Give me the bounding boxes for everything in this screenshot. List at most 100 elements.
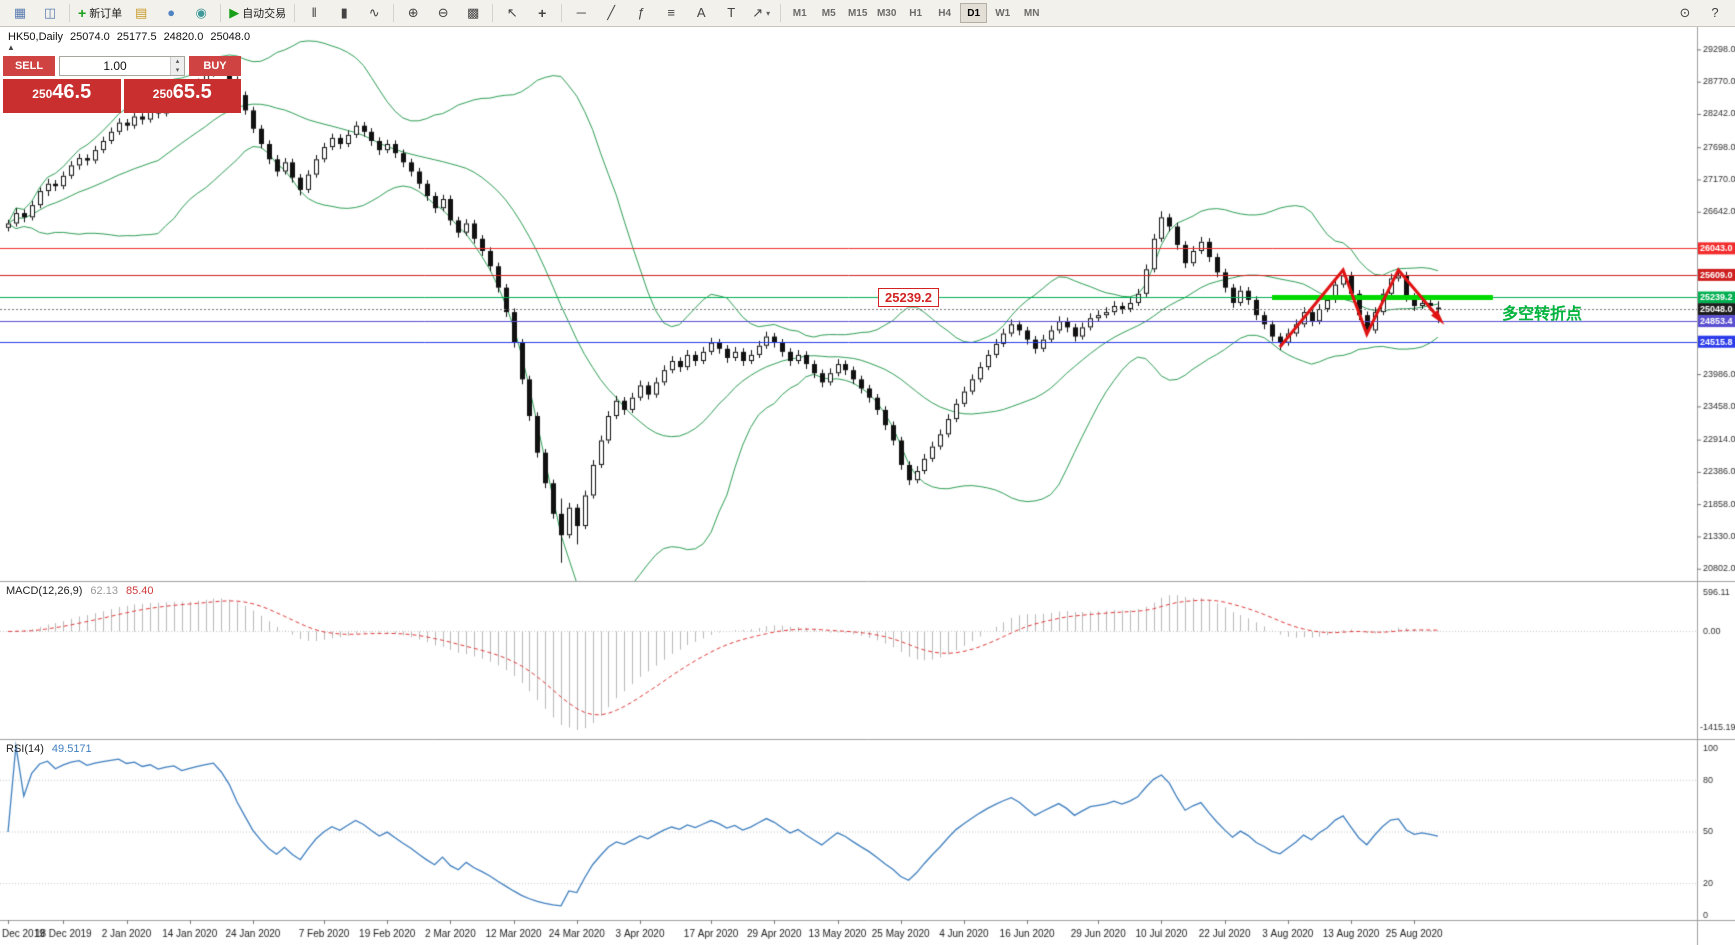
rsi-indicator-label: RSI(14) 49.5171 [6,743,92,755]
help-icon-button[interactable]: ? [1700,2,1730,24]
timeframe-mn-button[interactable]: MN [1023,7,1040,19]
objects-list-icon: ≡ [667,5,675,20]
timeframe-h1-button[interactable]: H1 [909,7,923,19]
zoom-out-icon: ⊖ [437,5,449,20]
timeframe-w1-button[interactable]: W1 [995,7,1011,19]
price-level-annotation[interactable]: 25239.2 [878,288,939,307]
volume-stepper: ▴ ▾ [170,57,184,75]
chart-profiles-button[interactable]: ◫ [35,2,65,24]
text-tool-button[interactable]: A [686,2,716,24]
volume-decrease-button[interactable]: ▾ [171,66,184,75]
timeframe-d1-button[interactable]: D1 [960,3,988,23]
new-order-icon: + [78,5,87,21]
toolbar-separator [393,4,395,22]
timeframe-m15-button[interactable]: M15 [847,7,868,19]
new-order-button[interactable]: + 新订单 [74,2,126,24]
text-label-tool-button[interactable]: T [716,2,746,24]
new-chart-icon: ▦ [13,5,27,20]
cursor-tool-icon: ↖ [506,5,518,20]
rsi-value: 49.5171 [51,743,92,755]
mql5-icon: ◉ [195,5,207,20]
sell-button[interactable]: SELL [3,56,55,76]
timeframe-m5-button[interactable]: M5 [821,7,836,19]
timeframe-m30-button[interactable]: M30 [876,7,897,19]
algo-trading-button[interactable]: ▶ 自动交易 [225,2,290,24]
mql5-button[interactable]: ◉ [186,2,216,24]
crosshair-tool-button[interactable]: + [527,2,557,24]
timeframe-h4-button[interactable]: H4 [938,7,952,19]
zoom-in-icon: ⊕ [407,5,419,20]
text-tool-icon: A [696,5,706,20]
objects-list-button[interactable]: ≡ [656,2,686,24]
sell-price-prefix: 250 [32,87,53,101]
line-chart-type-icon: ∿ [368,5,380,20]
new-chart-button[interactable]: ▦ [5,2,35,24]
new-order-button-label: 新订单 [89,8,123,20]
horizontal-line-tool-icon: ─ [576,5,586,20]
zoom-in-button[interactable]: ⊕ [398,2,428,24]
arrow-tools-icon: ↗ [752,5,764,20]
community-button[interactable]: ● [156,2,186,24]
toolbar-separator [561,4,563,22]
auto-scroll-button[interactable]: ▩ [458,2,488,24]
macd-main-value: 62.13 [90,585,118,597]
market-depth-button[interactable]: ▤ [126,2,156,24]
toolbar: ▦ ◫ + 新订单 ▤ ● ◉ ▶ 自动交易 ‖ ▮ ∿ ⊕ ⊖ ▩ ↖ + ─ ╱ ƒ ≡ A T ↗ ▾ M1 M5 M15 M3… [0,0,1735,27]
buy-price-prefix: 250 [152,87,173,101]
cursor-tool-button[interactable]: ↖ [497,2,527,24]
zoom-out-button[interactable]: ⊖ [428,2,458,24]
sell-price-display[interactable]: 250 46.5 [3,79,121,113]
timeframe-m1-button[interactable]: M1 [792,7,807,19]
chart-profiles-icon: ◫ [43,5,57,20]
chart-open-value: 25074.0 [70,31,110,43]
bar-chart-type-icon: ‖ [311,5,317,20]
macd-indicator-label: MACD(12,26,9) 62.13 85.40 [6,585,153,597]
buy-price-pips: 65.5 [172,81,212,103]
algo-trading-icon: ▶ [229,5,240,20]
market-depth-icon: ▤ [135,5,148,20]
volume-input[interactable]: 1.00 ▴ ▾ [59,56,185,76]
price-chart-canvas[interactable] [0,26,1735,945]
arrow-tools-button[interactable]: ↗ ▾ [746,2,776,24]
toolbar-separator [492,4,494,22]
algo-trading-button-label: 自动交易 [242,8,287,20]
search-icon-button[interactable]: ⊙ [1670,2,1700,24]
turning-point-annotation[interactable]: 多空转折点 [1502,306,1583,323]
line-chart-type-button[interactable]: ∿ [359,2,389,24]
sell-price-pips: 46.5 [52,81,92,103]
bar-chart-type-button[interactable]: ‖ [299,2,329,24]
search-icon-icon: ⊙ [1679,5,1691,20]
trendline-tool-button[interactable]: ╱ [596,2,626,24]
rsi-name: RSI(14) [6,743,44,755]
macd-signal-value: 85.40 [125,585,154,597]
trendline-tool-icon: ╱ [607,5,616,20]
chart-symbol-ohlc-header: HK50,Daily 25074.0 25177.5 24820.0 25048… [8,31,250,43]
trade-panel-expander[interactable]: ▲ [7,43,15,52]
crosshair-tool-icon: + [538,5,547,21]
candlestick-chart-type-icon: ▮ [340,5,348,20]
auto-scroll-icon: ▩ [467,5,480,20]
buy-button[interactable]: BUY [189,56,241,76]
volume-increase-button[interactable]: ▴ [171,57,184,66]
chart-close-value: 25048.0 [210,31,251,43]
candlestick-chart-type-button[interactable]: ▮ [329,2,359,24]
toolbar-buttons: ▦ ◫ + 新订单 ▤ ● ◉ ▶ 自动交易 ‖ ▮ ∿ ⊕ ⊖ ▩ ↖ + ─ ╱ ƒ ≡ A T ↗ ▾ [5,2,785,24]
timeframe-buttons: M1 M5 M15 M30 H1 H4 D1 W1 MN [785,3,1046,23]
toolbar-right-buttons: ⊙? [1670,2,1730,24]
help-icon-icon: ? [1711,5,1719,20]
one-click-trading-panel: SELL 1.00 ▴ ▾ BUY 250 46.5 250 65.5 [3,56,241,113]
indicators-button[interactable]: ƒ [626,2,656,24]
buy-price-display[interactable]: 250 65.5 [123,79,241,113]
toolbar-separator [220,4,222,22]
toolbar-separator [780,4,782,22]
toolbar-separator [69,4,70,22]
macd-name: MACD(12,26,9) [6,585,83,597]
chart-low-value: 24820.0 [163,31,204,43]
chart-symbol: HK50,Daily [8,31,64,43]
toolbar-separator [294,4,296,22]
chevron-down-icon: ▾ [766,8,771,18]
text-label-tool-icon: T [727,5,736,20]
volume-value: 1.00 [103,59,127,73]
horizontal-line-tool-button[interactable]: ─ [566,2,596,24]
